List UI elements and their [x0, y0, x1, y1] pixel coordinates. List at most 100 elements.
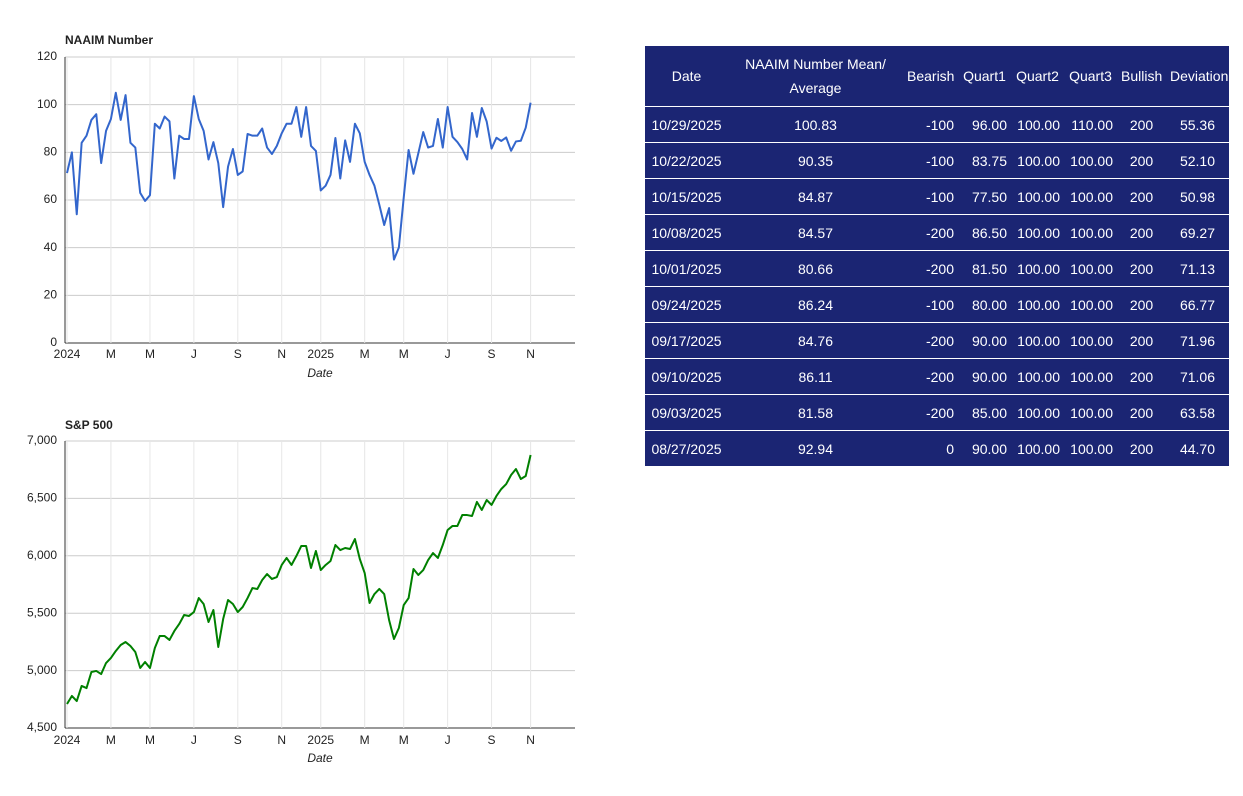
table-cell: 100.00 — [1011, 106, 1064, 143]
table-cell: 100.00 — [1064, 430, 1117, 466]
table-cell: 200 — [1117, 322, 1166, 359]
table-cell: 71.06 — [1166, 358, 1229, 395]
table-cell: 100.00 — [1011, 250, 1064, 287]
table-cell: 100.00 — [1011, 142, 1064, 179]
table-cell: -200 — [903, 394, 958, 431]
y-tick-label: 60 — [44, 192, 58, 206]
column-header: Quart1 — [963, 68, 1006, 84]
table-cell: 90.35 — [728, 142, 903, 179]
x-tick-label: 2024 — [54, 733, 81, 747]
table-cell: 100.00 — [1011, 286, 1064, 323]
naaim-table: Date NAAIM Number Mean/ Average Bearish Qua… — [645, 46, 1229, 466]
table-row: 10/08/2025 84.57 -200 86.50 100.00 100.00 200 6… — [645, 214, 1229, 251]
table-cell: 86.50 — [958, 214, 1011, 251]
x-tick-label: N — [526, 733, 535, 747]
table-cell: 09/17/2025 — [645, 322, 728, 359]
y-tick-label: 100 — [37, 97, 57, 111]
table-cell: 81.50 — [958, 250, 1011, 287]
x-tick-label: S — [234, 733, 242, 747]
table-cell: 110.00 — [1064, 106, 1117, 143]
x-tick-label: S — [488, 347, 496, 361]
x-tick-label: M — [399, 347, 409, 361]
table-cell: 85.00 — [958, 394, 1011, 431]
table-cell: 200 — [1117, 430, 1166, 466]
y-tick-label: 20 — [44, 288, 58, 302]
table-cell: 0 — [903, 430, 958, 466]
table-cell: 10/22/2025 — [645, 142, 728, 179]
table-cell: 100.00 — [1064, 322, 1117, 359]
y-tick-label: 5,000 — [27, 663, 57, 677]
y-tick-label: 120 — [37, 49, 57, 63]
column-header: Date — [671, 68, 702, 84]
table-cell: 86.24 — [728, 286, 903, 323]
table-cell: 83.75 — [958, 142, 1011, 179]
x-tick-label: J — [445, 733, 451, 747]
chart-title: S&P 500 — [65, 418, 113, 432]
table-body: 10/29/2025 100.83 -100 96.00 100.00 110.00 200… — [645, 106, 1229, 466]
table-cell: 100.00 — [1064, 250, 1117, 287]
table-row: 10/22/2025 90.35 -100 83.75 100.00 100.00 200 5… — [645, 142, 1229, 179]
charts: 0 20 40 60 80 100 120 2024 M M J S N 2025 M M J S N NAAIM N… — [27, 33, 575, 765]
x-tick-label: 2024 — [54, 347, 81, 361]
table-cell: 09/10/2025 — [645, 358, 728, 395]
table-cell: 100.00 — [1011, 214, 1064, 251]
table-cell: 90.00 — [958, 358, 1011, 395]
y-tick-label: 5,500 — [27, 605, 57, 619]
table-cell: 100.00 — [1064, 286, 1117, 323]
chart-title: NAAIM Number — [65, 33, 153, 47]
x-tick-label: 2025 — [307, 733, 334, 747]
table-row: 09/03/2025 81.58 -200 85.00 100.00 100.00 200 6… — [645, 394, 1229, 431]
table-cell: 80.00 — [958, 286, 1011, 323]
column-header: Deviation — [1170, 68, 1229, 84]
x-tick-label: M — [106, 347, 116, 361]
column-header: Bullish — [1121, 68, 1163, 84]
x-tick-label: J — [191, 347, 197, 361]
table-cell: 100.00 — [1064, 142, 1117, 179]
table-cell: 200 — [1117, 178, 1166, 215]
column-header: NAAIM Number Mean/ Average — [745, 56, 886, 96]
table-cell: 10/15/2025 — [645, 178, 728, 215]
table-cell: 200 — [1117, 214, 1166, 251]
table-cell: -100 — [903, 286, 958, 323]
x-tick-label: N — [277, 347, 286, 361]
y-tick-label: 4,500 — [27, 720, 57, 734]
x-tick-label: S — [488, 733, 496, 747]
table-cell: 100.00 — [1011, 322, 1064, 359]
table-row: 09/10/2025 86.11 -200 90.00 100.00 100.00 200 7… — [645, 358, 1229, 395]
table-cell: -100 — [903, 142, 958, 179]
table-cell: 200 — [1117, 250, 1166, 287]
x-tick-label: M — [106, 733, 116, 747]
y-tick-label: 6,000 — [27, 548, 57, 562]
table-cell: 09/24/2025 — [645, 286, 728, 323]
table-cell: -100 — [903, 178, 958, 215]
table-cell: 10/01/2025 — [645, 250, 728, 287]
table-cell: -100 — [903, 106, 958, 143]
table-cell: 86.11 — [728, 358, 903, 395]
table-cell: 100.00 — [1064, 178, 1117, 215]
table-cell: -200 — [903, 250, 958, 287]
table-row: 10/15/2025 84.87 -100 77.50 100.00 100.00 200 5… — [645, 178, 1229, 215]
table-cell: -200 — [903, 322, 958, 359]
x-tick-label: M — [145, 347, 155, 361]
table-cell: 200 — [1117, 142, 1166, 179]
table-cell: 200 — [1117, 358, 1166, 395]
table-cell: 63.58 — [1166, 394, 1229, 431]
table-cell: 100.00 — [1064, 214, 1117, 251]
table-row: 09/17/2025 84.76 -200 90.00 100.00 100.00 200 7… — [645, 322, 1229, 359]
table-cell: 77.50 — [958, 178, 1011, 215]
y-tick-label: 0 — [50, 335, 57, 349]
table-cell: 84.57 — [728, 214, 903, 251]
table-cell: 100.83 — [728, 106, 903, 143]
table-cell: 90.00 — [958, 430, 1011, 466]
table-cell: 96.00 — [958, 106, 1011, 143]
table-cell: 200 — [1117, 394, 1166, 431]
y-tick-label: 80 — [44, 145, 58, 159]
data-line — [66, 454, 532, 705]
table-cell: 84.76 — [728, 322, 903, 359]
x-tick-label: N — [277, 733, 286, 747]
header-row: Date NAAIM Number Mean/ Average Bearish Qua… — [645, 46, 1229, 107]
table-cell: 200 — [1117, 286, 1166, 323]
column-header: Bearish — [907, 68, 955, 84]
table-cell: 10/08/2025 — [645, 214, 728, 251]
